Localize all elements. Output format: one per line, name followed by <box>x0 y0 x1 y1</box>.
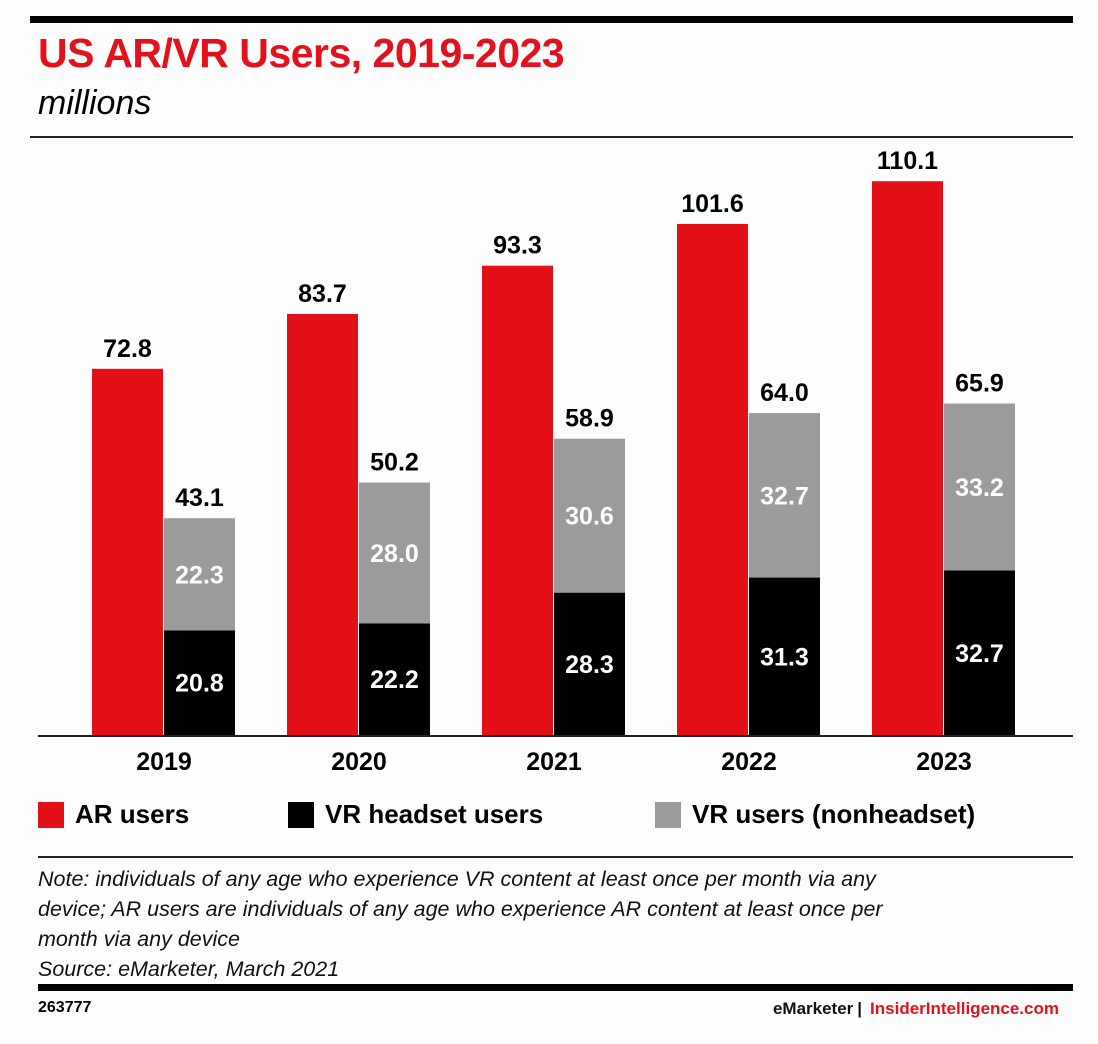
label-vr-headset-2019: 20.8 <box>175 670 224 698</box>
legend-item-ar-users: AR users <box>38 799 189 830</box>
legend-item-vr-nonheadset-users: VR users (nonheadset) <box>655 799 975 830</box>
label-ar-2023: 110.1 <box>877 147 938 175</box>
label-vr-headset-2021: 28.3 <box>565 651 614 679</box>
label-vr-total-2022: 64.0 <box>760 379 809 407</box>
label-vr-nonheadset-2019: 22.3 <box>175 561 224 589</box>
bar-vr-nonheadset-2019 <box>164 518 235 631</box>
bar-ar-2020 <box>287 313 358 735</box>
top-rule <box>30 16 1073 23</box>
x-tick-label-2021: 2021 <box>526 748 582 776</box>
legend-item-vr-headset-users: VR headset users <box>288 799 543 830</box>
label-ar-2021: 93.3 <box>493 232 542 260</box>
bar-ar-2022 <box>677 223 748 735</box>
x-tick-label-2022: 2022 <box>721 748 777 776</box>
x-tick-label-2023: 2023 <box>916 748 972 776</box>
bar-vr-headset-2022 <box>749 577 820 735</box>
label-vr-total-2020: 50.2 <box>370 448 419 476</box>
bar-ar-2023 <box>872 181 943 735</box>
footer-rule <box>38 984 1073 991</box>
chart-subtitle: millions <box>38 84 152 122</box>
legend-swatch-vr-nonheadset <box>655 801 681 828</box>
brand-separator: | <box>857 999 863 1018</box>
x-tick-label-2020: 2020 <box>331 748 387 776</box>
label-vr-total-2023: 65.9 <box>955 370 1004 398</box>
label-ar-2020: 83.7 <box>298 280 347 308</box>
bar-vr-headset-2021 <box>554 592 625 735</box>
chart-id: 263777 <box>38 999 92 1016</box>
label-vr-headset-2023: 32.7 <box>955 640 1004 668</box>
legend-label: VR headset users <box>325 799 544 829</box>
bar-chart: 72.8 20.8 22.3 43.1 2019 83.7 22.2 28.0 50.2 2020… <box>38 147 1073 776</box>
bar-ar-2019 <box>92 368 163 735</box>
bar-vr-headset-2020 <box>359 623 430 735</box>
source-line: Source: eMarketer, March 2021 <box>38 957 340 981</box>
label-ar-2022: 101.6 <box>681 190 744 218</box>
label-vr-nonheadset-2021: 30.6 <box>565 503 614 531</box>
note-line: device; AR users are individuals of any … <box>38 897 883 921</box>
legend-label: VR users (nonheadset) <box>692 799 976 829</box>
brand-emarketer: eMarketer <box>772 999 854 1018</box>
label-vr-nonheadset-2022: 32.7 <box>760 482 809 510</box>
bar-vr-nonheadset-2020 <box>359 482 430 624</box>
bar-vr-nonheadset-2022 <box>749 413 820 578</box>
label-vr-total-2021: 58.9 <box>565 405 614 433</box>
x-tick-label-2019: 2019 <box>136 748 192 776</box>
bar-vr-nonheadset-2023 <box>944 403 1015 571</box>
bar-ar-2021 <box>482 265 553 735</box>
legend-divider <box>38 856 1073 858</box>
header-divider <box>30 136 1073 138</box>
legend-swatch-ar <box>38 801 64 828</box>
footnote: Note: individuals of any age who experie… <box>38 864 1078 984</box>
legend-swatch-vr-headset <box>288 801 314 828</box>
brand-credits: eMarketer | InsiderIntelligence.com <box>773 999 1059 1019</box>
legend-label: AR users <box>75 799 190 829</box>
note-line: Note: individuals of any age who experie… <box>38 867 876 891</box>
label-vr-nonheadset-2023: 33.2 <box>955 474 1004 502</box>
bar-vr-nonheadset-2021 <box>554 438 625 593</box>
label-vr-headset-2022: 31.3 <box>760 643 809 671</box>
note-line: month via any device <box>38 927 240 951</box>
label-ar-2019: 72.8 <box>103 335 152 363</box>
brand-insider-intelligence-link[interactable]: InsiderIntelligence.com <box>870 999 1059 1018</box>
bar-vr-headset-2023 <box>944 570 1015 735</box>
chart-title: US AR/VR Users, 2019-2023 <box>38 30 565 76</box>
label-vr-headset-2020: 22.2 <box>370 666 419 694</box>
label-vr-nonheadset-2020: 28.0 <box>370 540 419 568</box>
bar-vr-headset-2019 <box>164 630 235 735</box>
label-vr-total-2019: 43.1 <box>175 484 224 512</box>
